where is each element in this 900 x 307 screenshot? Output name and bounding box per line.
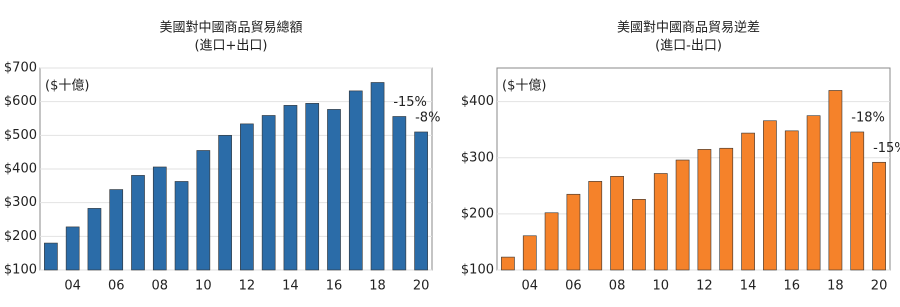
bar xyxy=(501,256,515,271)
bar xyxy=(632,199,646,271)
annotation: -15% xyxy=(393,95,427,110)
x-tick-label: 06 xyxy=(565,279,582,294)
bar xyxy=(719,147,734,271)
y-tick-label: $200 xyxy=(4,229,37,244)
x-tick-label: 20 xyxy=(871,279,888,294)
bar xyxy=(522,235,537,271)
annotation: -8% xyxy=(415,110,440,125)
bar xyxy=(174,181,189,271)
annotation: -18% xyxy=(851,110,885,125)
y-tick-label: $700 xyxy=(4,61,37,76)
bar xyxy=(327,109,341,271)
chart-subtitle: (進口+出口) xyxy=(194,39,267,54)
y-tick-label: $600 xyxy=(4,94,37,109)
bar xyxy=(152,166,167,271)
x-tick-label: 06 xyxy=(108,279,125,294)
x-tick-label: 12 xyxy=(696,279,713,294)
bar xyxy=(65,226,80,271)
bar xyxy=(872,161,886,271)
bar xyxy=(610,175,624,271)
bar xyxy=(806,115,821,271)
bar xyxy=(261,115,276,271)
y-tick-label: $300 xyxy=(461,150,494,165)
bar xyxy=(784,130,799,271)
y-tick-label: $400 xyxy=(4,162,37,177)
unit-label: ($十億) xyxy=(502,78,546,94)
bar xyxy=(414,131,428,271)
bar xyxy=(392,116,407,271)
x-tick-label: 16 xyxy=(326,279,343,294)
x-tick-label: 20 xyxy=(413,279,430,294)
bar xyxy=(196,150,211,271)
x-tick-label: 12 xyxy=(239,279,256,294)
x-tick-label: 18 xyxy=(827,279,844,294)
y-tick-label: $500 xyxy=(4,128,37,143)
bar xyxy=(588,181,603,271)
bar xyxy=(44,242,58,271)
bar xyxy=(741,132,755,271)
bar xyxy=(828,90,843,271)
y-tick-label: $100 xyxy=(461,263,494,278)
x-tick-label: 04 xyxy=(521,279,538,294)
x-tick-label: 10 xyxy=(652,279,669,294)
chart-title: 美國對中國商品貿易總額 xyxy=(159,20,302,36)
x-tick-label: 18 xyxy=(369,279,386,294)
chart-subtitle: (進口-出口) xyxy=(655,39,722,54)
chart-title: 美國對中國商品貿易逆差 xyxy=(617,20,760,36)
x-tick-label: 08 xyxy=(152,279,169,294)
bar xyxy=(348,90,363,271)
bar xyxy=(675,159,690,271)
bar xyxy=(283,105,298,271)
bar xyxy=(763,120,777,271)
unit-label: ($十億) xyxy=(45,78,89,94)
x-tick-label: 10 xyxy=(195,279,212,294)
x-tick-label: 14 xyxy=(740,279,757,294)
x-tick-label: 04 xyxy=(64,279,81,294)
y-tick-label: $300 xyxy=(4,195,37,210)
bar xyxy=(566,193,581,271)
bar xyxy=(370,82,385,271)
bar xyxy=(653,173,668,271)
bar xyxy=(109,189,124,271)
bar xyxy=(544,212,559,271)
y-tick-label: $100 xyxy=(4,263,37,278)
y-tick-label: $400 xyxy=(461,94,494,109)
bar xyxy=(131,175,145,271)
bar xyxy=(87,208,102,271)
annotation: -15% xyxy=(873,141,900,156)
bar xyxy=(850,131,865,271)
x-tick-label: 08 xyxy=(609,279,626,294)
x-tick-label: 14 xyxy=(282,279,299,294)
bar xyxy=(218,135,232,271)
bar xyxy=(305,103,320,271)
bar xyxy=(697,149,712,271)
y-tick-label: $200 xyxy=(461,206,494,221)
bar xyxy=(240,123,254,271)
x-tick-label: 16 xyxy=(783,279,800,294)
